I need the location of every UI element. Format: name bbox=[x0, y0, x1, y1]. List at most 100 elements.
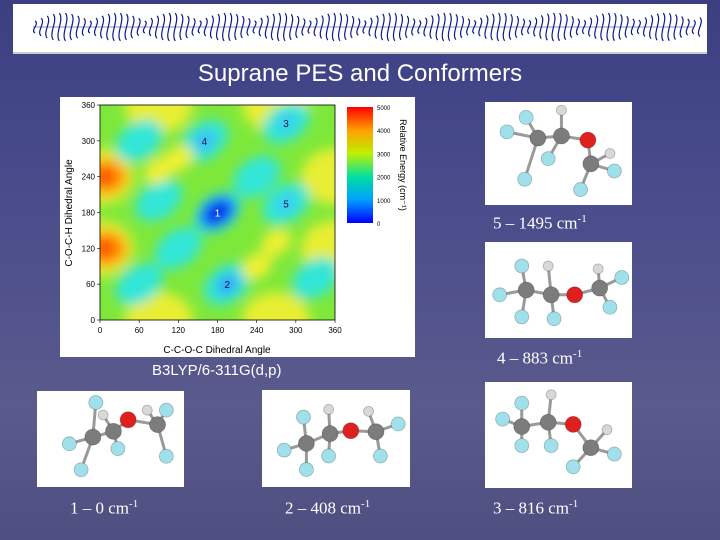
atom-f bbox=[514, 258, 530, 274]
slide-title: Suprane PES and Conformers bbox=[197, 60, 523, 87]
colorbar-tick-label: 4000 bbox=[377, 129, 391, 135]
header-banner bbox=[13, 4, 707, 54]
atom-f bbox=[276, 442, 292, 458]
atom-c bbox=[582, 439, 600, 457]
y-tick-label: 60 bbox=[86, 280, 95, 289]
conformer-marker-4: 4 bbox=[202, 137, 208, 148]
atom-h bbox=[592, 263, 604, 275]
atom-h bbox=[141, 404, 153, 416]
molecule-structure bbox=[499, 104, 622, 197]
conformer-marker-1: 1 bbox=[215, 209, 221, 220]
y-tick-label: 0 bbox=[91, 316, 96, 325]
pes-ylabel: C-O-C-H Dihedral Angle bbox=[64, 159, 75, 267]
colorbar-tick-label: 2000 bbox=[377, 176, 391, 182]
atom-f bbox=[73, 462, 89, 478]
atom-f bbox=[321, 448, 336, 464]
molecule-structure bbox=[276, 403, 406, 477]
atom-c bbox=[542, 286, 560, 304]
conformer-marker-2: 2 bbox=[225, 280, 231, 291]
atom-f bbox=[565, 459, 581, 475]
colorbar-tick-label: 0 bbox=[377, 222, 381, 228]
x-tick-label: 120 bbox=[172, 326, 186, 335]
atom-c bbox=[513, 418, 531, 435]
atom-o bbox=[579, 131, 597, 149]
atom-c bbox=[367, 423, 385, 441]
conformer-1-caption: 1 – 0 cm-1 bbox=[70, 498, 139, 518]
atom-f bbox=[158, 448, 174, 464]
atom-c bbox=[553, 127, 570, 145]
atom-f bbox=[390, 416, 406, 432]
atom-c bbox=[582, 155, 600, 173]
atom-f bbox=[614, 270, 630, 285]
atom-f bbox=[606, 446, 622, 462]
x-tick-label: 60 bbox=[135, 326, 144, 335]
colorbar-tick-label: 3000 bbox=[377, 152, 391, 158]
atom-f bbox=[546, 311, 562, 327]
y-tick-label: 240 bbox=[82, 173, 96, 182]
atom-o bbox=[564, 416, 582, 433]
atom-f bbox=[543, 438, 559, 453]
atom-c bbox=[321, 425, 339, 443]
atom-c bbox=[539, 413, 557, 431]
conformer-5-image bbox=[485, 102, 632, 205]
conformer-4-caption: 4 – 883 cm-1 bbox=[497, 348, 583, 368]
y-tick-label: 300 bbox=[82, 137, 96, 146]
x-tick-label: 240 bbox=[250, 326, 264, 335]
atom-f bbox=[296, 409, 311, 425]
atom-c bbox=[591, 279, 609, 297]
atom-f bbox=[514, 438, 530, 453]
atom-f bbox=[88, 395, 104, 410]
colorbar bbox=[347, 107, 373, 223]
atom-f bbox=[517, 171, 533, 187]
colorbar-label: Relative Energy (cm⁻¹) bbox=[398, 119, 408, 211]
banner-pattern bbox=[32, 12, 702, 42]
pes-xlabel: C-C-O-C Dihedral Angle bbox=[163, 345, 271, 356]
atom-o bbox=[119, 411, 137, 429]
atom-f bbox=[518, 110, 534, 125]
atom-h bbox=[323, 403, 334, 415]
atom-f bbox=[514, 309, 530, 325]
atom-f bbox=[606, 163, 622, 179]
atom-h bbox=[363, 405, 374, 417]
atom-c bbox=[517, 281, 535, 299]
atom-f bbox=[573, 182, 588, 197]
colorbar-tick-label: 5000 bbox=[377, 106, 391, 112]
y-tick-label: 180 bbox=[82, 209, 96, 218]
conformer-3-caption: 3 – 816 cm-1 bbox=[493, 498, 579, 518]
atom-f bbox=[499, 124, 515, 140]
atom-f bbox=[373, 448, 388, 464]
conformer-4-image bbox=[485, 242, 632, 338]
atom-f bbox=[299, 462, 314, 477]
molecule-structure bbox=[492, 258, 630, 327]
molecule-structure bbox=[61, 395, 174, 478]
conformer-2-caption: 2 – 408 cm-1 bbox=[285, 498, 371, 518]
atom-c bbox=[149, 416, 166, 433]
y-tick-label: 120 bbox=[82, 244, 96, 253]
atom-o bbox=[342, 422, 360, 440]
atom-f bbox=[110, 441, 126, 456]
atom-f bbox=[492, 287, 508, 303]
atom-c bbox=[105, 422, 122, 440]
atom-h bbox=[542, 260, 554, 272]
atom-c bbox=[298, 434, 315, 452]
atom-f bbox=[602, 299, 618, 315]
conformer-marker-5: 5 bbox=[283, 200, 289, 211]
conformer-3-image bbox=[485, 382, 632, 488]
atom-c bbox=[529, 129, 547, 147]
x-tick-label: 360 bbox=[328, 326, 342, 335]
atom-f bbox=[495, 411, 511, 427]
atom-h bbox=[604, 148, 616, 159]
colorbar-tick-label: 1000 bbox=[377, 199, 391, 205]
conformer-2-image bbox=[262, 390, 410, 487]
conformer-5-caption: 5 – 1495 cm-1 bbox=[493, 213, 587, 233]
conformer-1-image bbox=[37, 391, 184, 487]
atom-h bbox=[97, 409, 109, 421]
atom-f bbox=[540, 151, 556, 167]
molecule-structure bbox=[495, 389, 622, 475]
x-tick-label: 300 bbox=[289, 326, 303, 335]
atom-f bbox=[61, 436, 77, 452]
atom-h bbox=[545, 389, 557, 401]
atom-c bbox=[84, 428, 102, 446]
